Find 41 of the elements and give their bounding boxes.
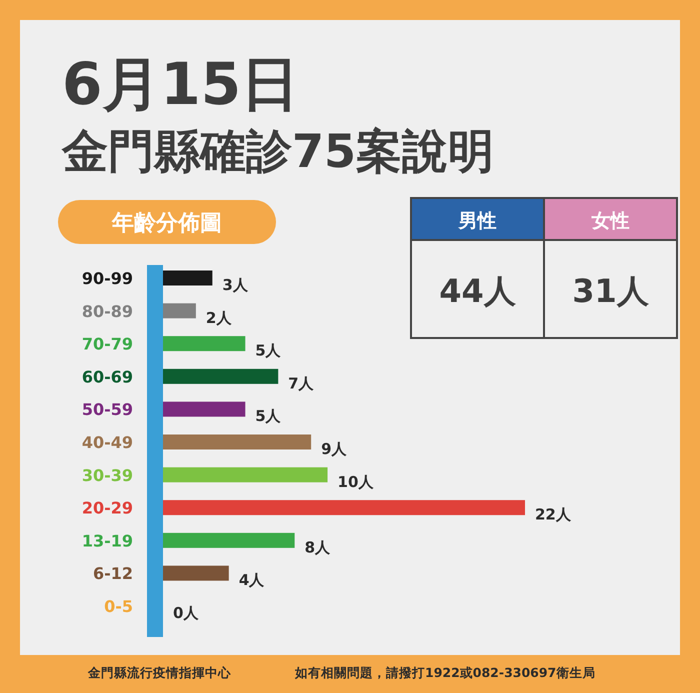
data-label: 44人 <box>439 272 517 310</box>
data-label: 5人 <box>255 407 282 426</box>
data-label: 8人 <box>304 538 332 556</box>
text: 金門縣流行疫情指揮中心 <box>87 665 232 680</box>
y-tick-label: 30-39 <box>82 466 133 485</box>
y-tick-label: 90-99 <box>82 269 133 288</box>
bar <box>163 270 212 286</box>
bar <box>163 434 312 450</box>
y-tick-label: 6-12 <box>92 564 133 584</box>
bar <box>163 336 246 352</box>
bar <box>163 467 328 482</box>
data-label: 4人 <box>238 571 266 590</box>
y-tick-label: 60-69 <box>82 367 133 386</box>
text: 金門縣確診75案說明 <box>61 124 494 178</box>
bar <box>163 566 229 581</box>
data-label: 22人 <box>535 506 572 524</box>
y-tick-label: 80-89 <box>82 302 133 321</box>
data-label: 3人 <box>222 276 249 294</box>
bar <box>163 500 525 516</box>
bar <box>163 532 295 548</box>
data-label: 7人 <box>288 374 315 392</box>
data-label: 2人 <box>206 308 232 327</box>
data-label: 0人 <box>173 604 200 622</box>
bar <box>163 368 278 384</box>
category-label: 男性 <box>458 210 496 232</box>
text: 如有相關問題，請撥打1922或082-330697衛生局 <box>294 665 596 680</box>
bar <box>163 402 246 417</box>
y-tick-label: 50-59 <box>82 400 133 420</box>
chart-title: 年齡分佈圖 <box>111 211 222 236</box>
data-label: 9人 <box>321 440 348 458</box>
y-tick-label: 13-19 <box>82 531 133 550</box>
y-tick-label: 0-5 <box>104 597 133 616</box>
y-tick-label: 20-29 <box>82 498 133 518</box>
text: 6月15日 <box>62 50 300 118</box>
data-label: 10人 <box>338 472 374 491</box>
data-label: 5人 <box>255 342 282 360</box>
data-label: 31人 <box>572 272 650 310</box>
bar <box>163 303 196 318</box>
y-tick-label: 40-49 <box>82 433 133 452</box>
category-label: 女性 <box>590 210 630 232</box>
y-tick-label: 70-79 <box>82 334 133 354</box>
